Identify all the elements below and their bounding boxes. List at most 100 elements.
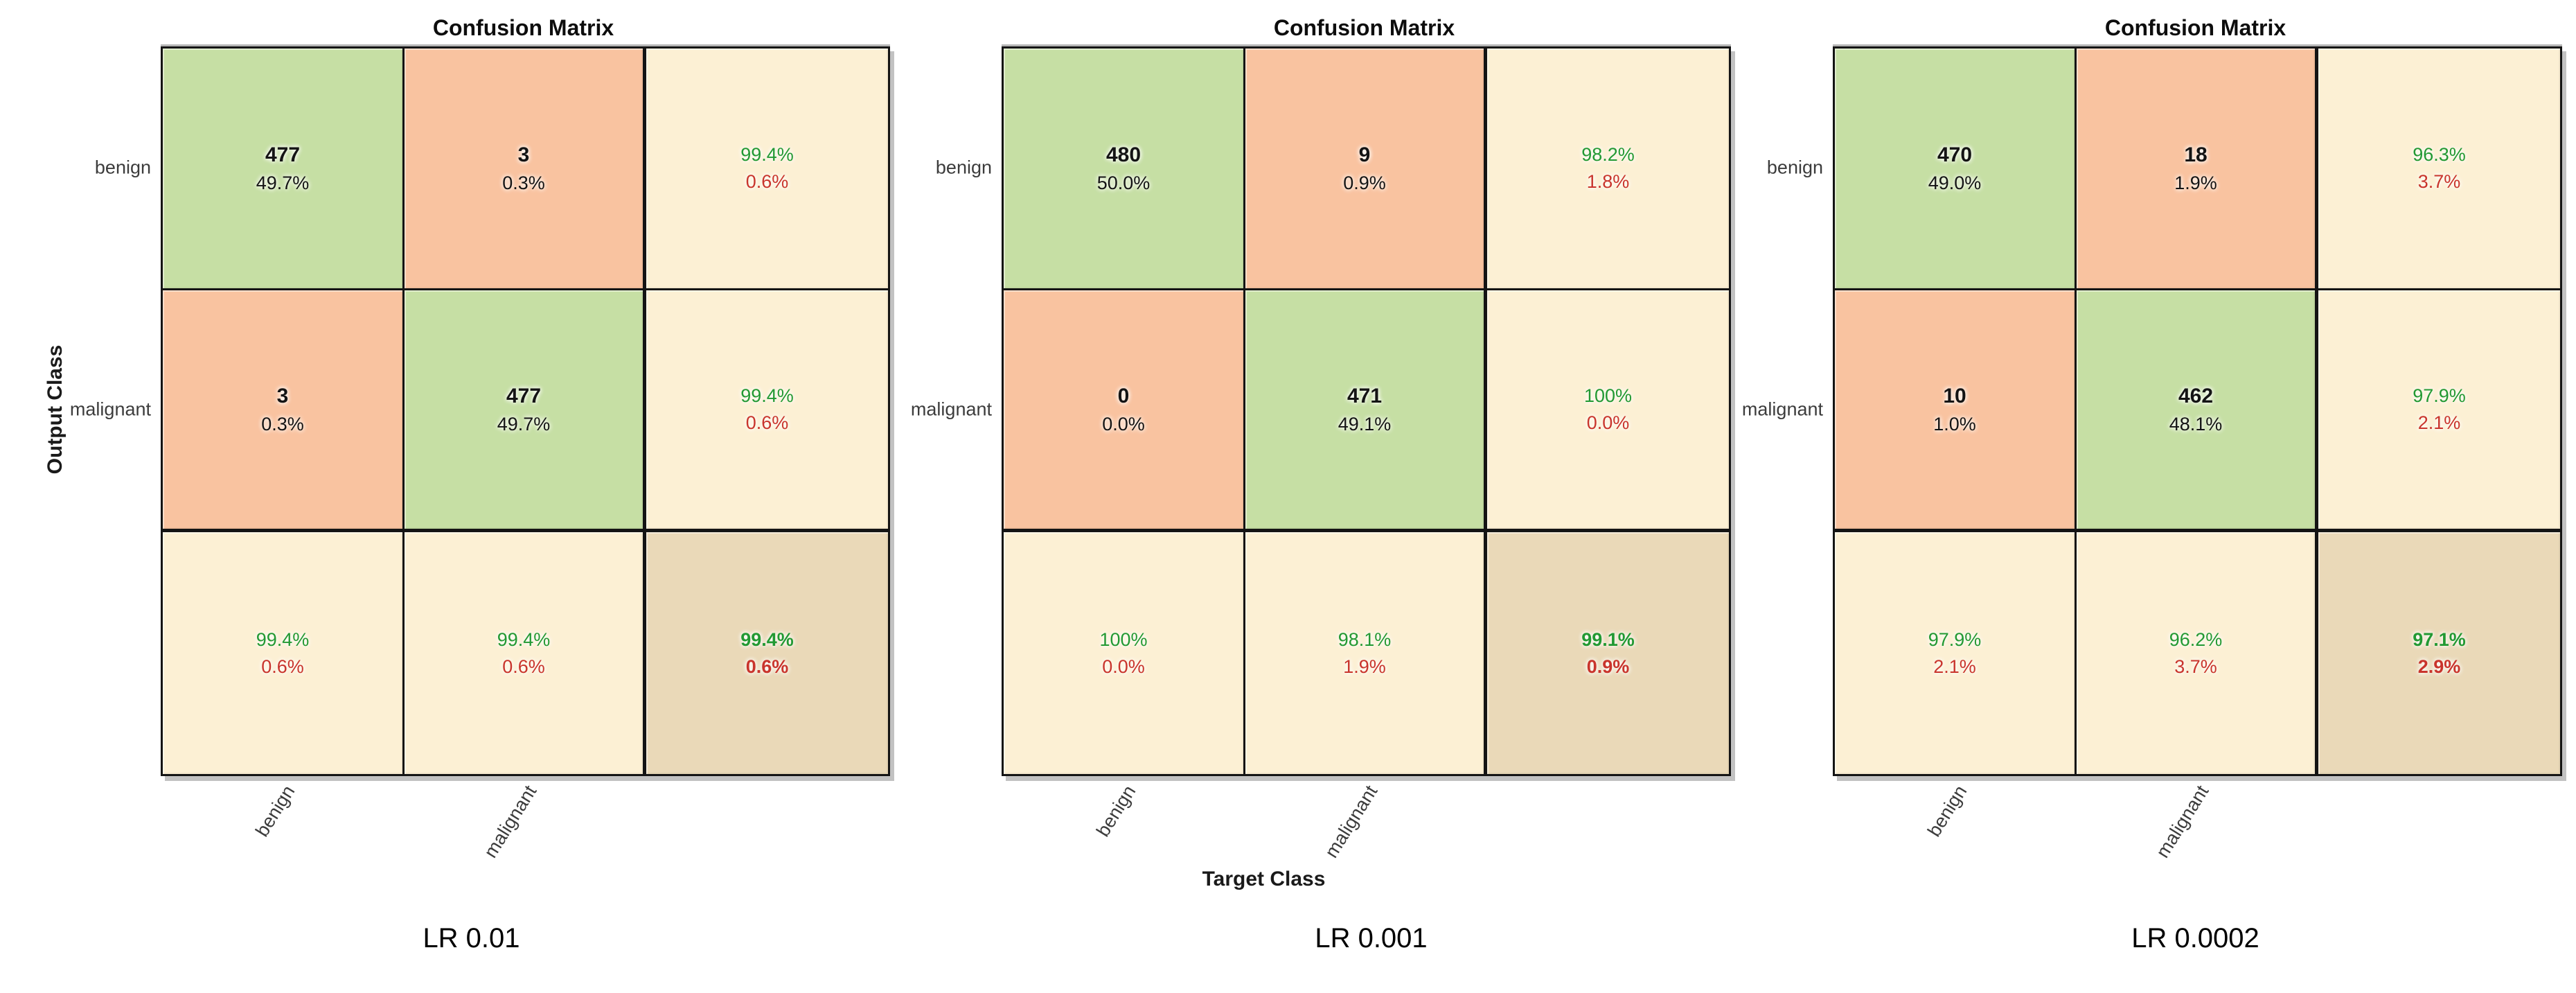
cm1-row-summary-1: 100% 0.0% [1487, 290, 1729, 532]
good-pct: 99.1% [1581, 629, 1635, 650]
cell-pct: 49.7% [497, 413, 551, 434]
cm1-overall-accuracy: 99.1% 0.9% [1487, 532, 1729, 774]
bad-pct: 3.7% [2417, 171, 2461, 192]
cell-count: 477 [265, 143, 301, 166]
y-tick-benign: benign [935, 157, 992, 178]
good-pct: 97.9% [1928, 629, 1982, 650]
confusion-matrix-panel-lr-0-01: Confusion Matrix Output Class benign mal… [15, 0, 916, 993]
confusion-matrix-grid: 480 50.0% 9 0.9% 98.2% 1.8% 0 0.0% 471 49.1% … [1002, 46, 1731, 776]
good-pct: 97.9% [2413, 385, 2466, 406]
cell-pct: 49.7% [256, 172, 310, 193]
x-axis-label: Target Class [1202, 868, 1326, 890]
y-tick-malignant: malignant [1741, 398, 1823, 420]
cell-pct: 0.0% [1102, 413, 1145, 434]
good-pct: 99.4% [497, 629, 551, 650]
cm2-cell-r0c1: 18 1.9% [2077, 49, 2318, 290]
cell-pct: 48.1% [2169, 413, 2223, 434]
cell-pct: 0.9% [1343, 172, 1386, 193]
confusion-matrix-grid: 477 49.7% 3 0.3% 99.4% 0.6% 3 0.3% 477 49.7% … [161, 46, 890, 776]
good-pct: 100% [1099, 629, 1148, 650]
x-tick-benign: benign [1924, 782, 1971, 841]
confusion-matrix-grid: 470 49.0% 18 1.9% 96.3% 3.7% 10 1.0% 462 48.1… [1833, 46, 2562, 776]
bad-pct: 0.0% [1586, 412, 1630, 433]
cm2-overall-accuracy: 97.1% 2.9% [2318, 532, 2560, 774]
cell-count: 480 [1105, 143, 1142, 166]
cell-count: 3 [276, 384, 289, 407]
cm0-cell-r1c1: 477 49.7% [405, 290, 646, 532]
good-pct: 99.4% [256, 629, 310, 650]
x-tick-malignant: malignant [1320, 782, 1382, 862]
x-tick-malignant: malignant [479, 782, 541, 862]
bad-pct: 0.9% [1586, 656, 1630, 677]
cell-count: 470 [1937, 143, 1973, 166]
confusion-matrix-panel-lr-0-0002: Confusion Matrix benign malignant 470 49.… [1687, 0, 2576, 993]
cm0-col-summary-1: 99.4% 0.6% [405, 532, 646, 774]
cm1-col-summary-1: 98.1% 1.9% [1245, 532, 1487, 774]
cm1-cell-r0c0: 480 50.0% [1004, 49, 1245, 290]
chart-title: Confusion Matrix [2104, 15, 2286, 40]
cm1-cell-r0c1: 9 0.9% [1245, 49, 1487, 290]
x-tick-benign: benign [1092, 782, 1140, 841]
y-tick-benign: benign [94, 157, 151, 178]
bad-pct: 2.1% [2417, 412, 2461, 433]
cm0-row-summary-1: 99.4% 0.6% [646, 290, 888, 532]
y-tick-malignant: malignant [910, 398, 992, 420]
cm0-cell-r0c0: 477 49.7% [163, 49, 405, 290]
cm2-col-summary-0: 97.9% 2.1% [1835, 532, 2077, 774]
chart-title: Confusion Matrix [432, 15, 614, 40]
cm0-row-summary-0: 99.4% 0.6% [646, 49, 888, 290]
cell-pct: 1.0% [1933, 413, 1976, 434]
confusion-matrix-panel-lr-0-001: Confusion Matrix benign malignant 480 50.… [856, 0, 1757, 993]
cell-count: 10 [1943, 384, 1966, 407]
cm2-cell-r0c0: 470 49.0% [1835, 49, 2077, 290]
cm2-row-summary-1: 97.9% 2.1% [2318, 290, 2560, 532]
cell-pct: 0.3% [261, 413, 304, 434]
cell-pct: 0.3% [502, 172, 545, 193]
cm2-col-summary-1: 96.2% 3.7% [2077, 532, 2318, 774]
cm1-col-summary-0: 100% 0.0% [1004, 532, 1245, 774]
good-pct: 99.4% [740, 385, 794, 406]
y-tick-malignant: malignant [69, 398, 151, 420]
good-pct: 99.4% [740, 629, 794, 650]
cell-pct: 1.9% [2174, 172, 2217, 193]
good-pct: 98.1% [1338, 629, 1392, 650]
cell-count: 477 [506, 384, 542, 407]
subplot-caption: LR 0.01 [423, 923, 520, 954]
bad-pct: 0.6% [745, 412, 789, 433]
cell-pct: 50.0% [1096, 172, 1151, 193]
cell-count: 0 [1117, 384, 1130, 407]
bad-pct: 2.1% [1933, 656, 1976, 677]
bad-pct: 0.0% [1102, 656, 1145, 677]
cell-count: 18 [2184, 143, 2208, 166]
bad-pct: 0.6% [502, 656, 545, 677]
good-pct: 100% [1583, 385, 1633, 406]
cm0-col-summary-0: 99.4% 0.6% [163, 532, 405, 774]
bad-pct: 3.7% [2174, 656, 2217, 677]
cell-count: 471 [1347, 384, 1383, 407]
chart-title: Confusion Matrix [1273, 15, 1455, 40]
cm1-cell-r1c1: 471 49.1% [1245, 290, 1487, 532]
cm2-row-summary-0: 96.3% 3.7% [2318, 49, 2560, 290]
subplot-caption: LR 0.001 [1315, 923, 1428, 954]
bad-pct: 1.8% [1586, 171, 1630, 192]
bad-pct: 0.6% [261, 656, 304, 677]
good-pct: 97.1% [2413, 629, 2466, 650]
cm0-cell-r0c1: 3 0.3% [405, 49, 646, 290]
cm1-cell-r1c0: 0 0.0% [1004, 290, 1245, 532]
y-tick-benign: benign [1766, 157, 1823, 178]
cell-pct: 49.0% [1928, 172, 1982, 193]
cm2-cell-r1c0: 10 1.0% [1835, 290, 2077, 532]
cell-count: 462 [2178, 384, 2214, 407]
cm0-cell-r1c0: 3 0.3% [163, 290, 405, 532]
cm2-cell-r1c1: 462 48.1% [2077, 290, 2318, 532]
bad-pct: 2.9% [2417, 656, 2461, 677]
cell-pct: 49.1% [1338, 413, 1392, 434]
x-tick-benign: benign [251, 782, 299, 841]
cell-count: 9 [1358, 143, 1371, 166]
good-pct: 99.4% [740, 144, 794, 165]
bad-pct: 0.6% [745, 656, 789, 677]
good-pct: 96.2% [2169, 629, 2223, 650]
cm1-row-summary-0: 98.2% 1.8% [1487, 49, 1729, 290]
x-tick-malignant: malignant [2151, 782, 2213, 862]
cell-count: 3 [517, 143, 530, 166]
